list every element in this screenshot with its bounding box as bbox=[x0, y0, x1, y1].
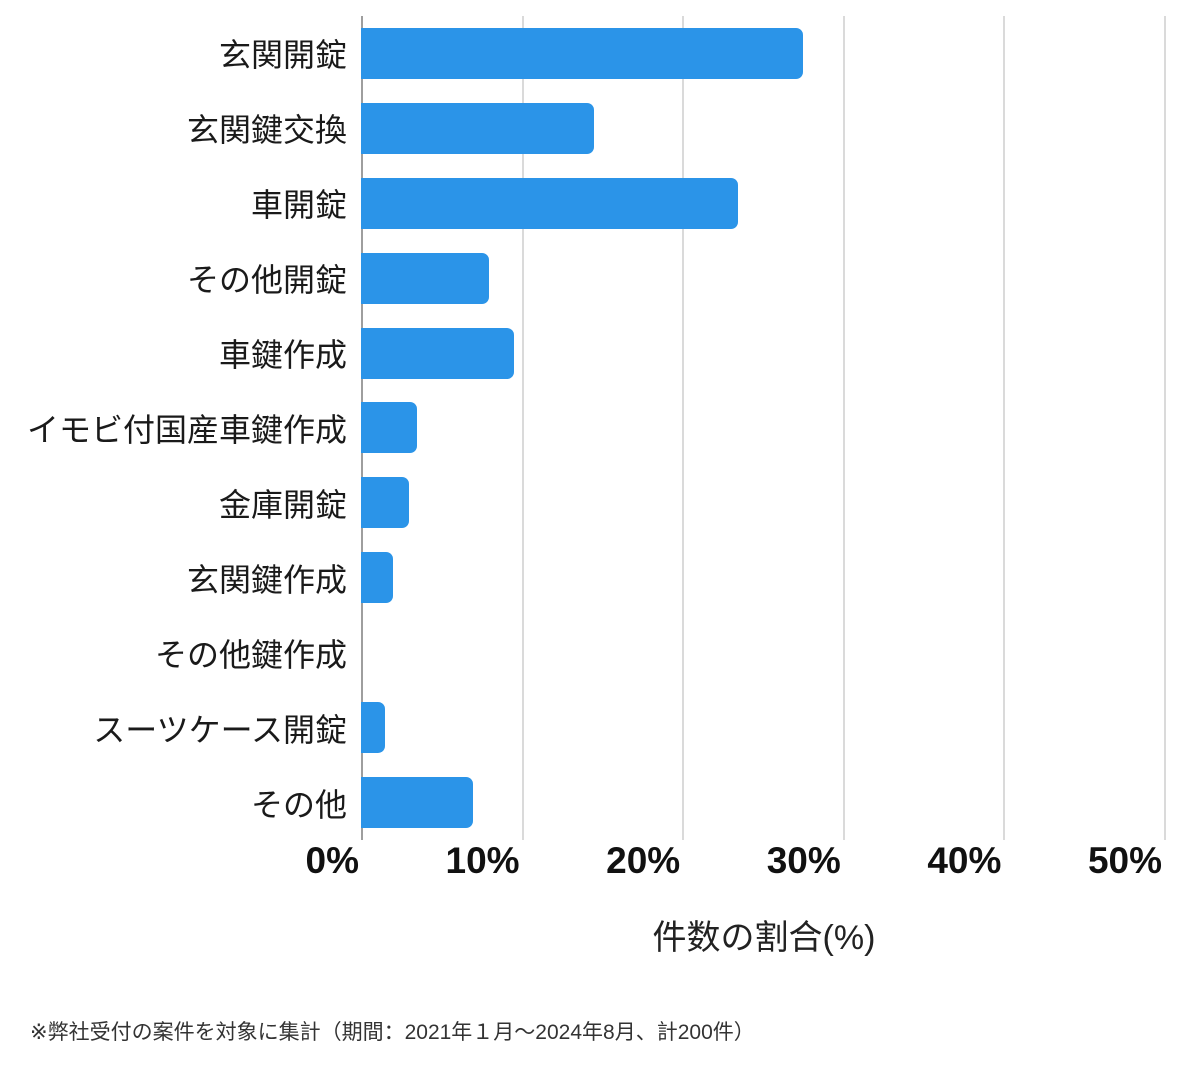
bar bbox=[361, 777, 474, 829]
bar-track bbox=[361, 27, 1164, 79]
category-label: 車開錠 bbox=[250, 187, 347, 224]
x-axis-title: 件数の割合(%) bbox=[652, 919, 876, 957]
category-label: 玄関開錠 bbox=[218, 37, 347, 74]
x-tick-label: 0% bbox=[305, 840, 359, 881]
bar-track bbox=[361, 252, 1164, 304]
x-tick-label: 50% bbox=[1087, 840, 1162, 881]
category-label: 金庫開錠 bbox=[218, 486, 347, 523]
bar bbox=[361, 177, 739, 229]
x-tick-label: 30% bbox=[766, 840, 841, 881]
x-axis-ticks: 0% 10% 20% 30% 40% 50% bbox=[0, 842, 1200, 882]
chart-row: 金庫開錠 bbox=[0, 465, 1200, 540]
chart-row: 玄関鍵交換 bbox=[0, 91, 1200, 166]
gridline bbox=[1164, 16, 1166, 840]
gridline bbox=[842, 16, 845, 840]
chart-rows: 玄関開錠玄関鍵交換車開錠その他開錠車鍵作成イモビ付国産車鍵作成金庫開錠玄関鍵作成… bbox=[0, 16, 1200, 840]
bar bbox=[361, 102, 594, 154]
bar-track bbox=[361, 777, 1164, 829]
category-label: その他 bbox=[250, 786, 347, 823]
gridline bbox=[1003, 16, 1006, 840]
x-tick-label: 20% bbox=[606, 840, 681, 881]
bar-track bbox=[361, 552, 1164, 604]
chart-row: 車開錠 bbox=[0, 166, 1200, 241]
x-tick-label: 40% bbox=[927, 840, 1002, 881]
bar-track bbox=[361, 177, 1164, 229]
x-tick-label: 10% bbox=[445, 840, 520, 881]
chart-footnote: ※弊社受付の案件を対象に集計（期間：2021年１月～2024年8月、計200件） bbox=[30, 1021, 755, 1044]
bar bbox=[361, 252, 490, 304]
category-label: 車鍵作成 bbox=[218, 337, 347, 374]
bar bbox=[361, 327, 514, 379]
bar bbox=[361, 402, 418, 454]
bar bbox=[361, 477, 410, 529]
bar-track bbox=[361, 327, 1164, 379]
bar bbox=[361, 27, 803, 79]
bar-track bbox=[361, 102, 1164, 154]
bar bbox=[361, 702, 386, 754]
category-label: 玄関鍵交換 bbox=[186, 112, 347, 149]
category-label: その他鍵作成 bbox=[154, 636, 347, 673]
bar-track bbox=[361, 402, 1164, 454]
category-label: イモビ付国産車鍵作成 bbox=[26, 411, 347, 448]
chart-row: 玄関鍵作成 bbox=[0, 540, 1200, 615]
chart-row: 車鍵作成 bbox=[0, 316, 1200, 391]
bar-track bbox=[361, 627, 1164, 678]
category-label: その他開錠 bbox=[186, 262, 347, 299]
chart-row: その他 bbox=[0, 765, 1200, 840]
bar-track bbox=[361, 477, 1164, 529]
category-label: スーツケース開錠 bbox=[93, 711, 347, 748]
gridline bbox=[521, 16, 524, 840]
gridline bbox=[682, 16, 685, 840]
chart-row: スーツケース開錠 bbox=[0, 690, 1200, 765]
bar bbox=[361, 552, 394, 604]
chart-row: その他鍵作成 bbox=[0, 615, 1200, 690]
bar-track bbox=[361, 702, 1164, 754]
chart-row: その他開錠 bbox=[0, 241, 1200, 316]
chart-row: イモビ付国産車鍵作成 bbox=[0, 391, 1200, 466]
category-label: 玄関鍵作成 bbox=[186, 561, 347, 598]
chart-row: 玄関開錠 bbox=[0, 16, 1200, 91]
